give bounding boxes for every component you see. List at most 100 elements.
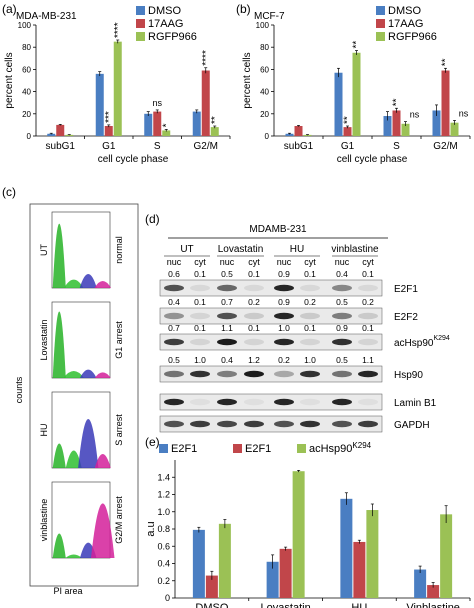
- flow-state-label: G1 arrest: [114, 321, 124, 359]
- y-tick-label: 0: [165, 593, 170, 603]
- histogram-peak: [63, 371, 85, 378]
- histogram-peak: [65, 450, 82, 468]
- blot-strip: [159, 333, 383, 351]
- flow-state-label: normal: [114, 236, 124, 264]
- y-tick-label: 0.8: [157, 524, 170, 534]
- significance-label: ***: [104, 111, 115, 123]
- legend-swatch: [159, 444, 168, 453]
- bar: [205, 575, 218, 598]
- blot-quant-value: 0.6: [168, 269, 180, 279]
- blot-group-label: UT: [180, 244, 193, 255]
- category-label: Lovastatin: [261, 602, 311, 608]
- blot-band: [300, 370, 320, 378]
- blot-strip: [159, 393, 383, 411]
- blot-strip: [159, 415, 383, 433]
- bar: [266, 561, 279, 598]
- bar: [153, 111, 162, 136]
- blot-band: [164, 398, 184, 406]
- blot-band-label: acHsp90K294: [394, 335, 450, 349]
- y-tick-label: 60: [22, 65, 31, 74]
- bar: [201, 70, 210, 136]
- significance-label: *: [161, 123, 172, 127]
- flow-state-label: S arrest: [114, 414, 124, 446]
- significance-label: **: [441, 58, 452, 66]
- y-tick-label: 100: [256, 21, 270, 30]
- histogram-peak: [91, 503, 115, 558]
- blot-quant-value: 1.1: [221, 323, 233, 333]
- blot-band: [274, 312, 294, 320]
- blot-quant-value: 0.1: [194, 269, 206, 279]
- histogram-peak: [52, 533, 66, 558]
- bar: [47, 133, 56, 136]
- flow-frame: [29, 203, 139, 587]
- category-label: G1: [341, 141, 355, 152]
- blot-band: [217, 370, 237, 378]
- chart-title: MDA-MB-231: [16, 11, 77, 22]
- legend-label: DMSO: [388, 5, 421, 17]
- blot-band-label: E2F1: [394, 284, 418, 295]
- bar: [366, 510, 379, 598]
- legend-swatch: [136, 32, 145, 41]
- blot-band: [274, 398, 294, 406]
- blot-band: [190, 370, 210, 378]
- blot-quant-value: 0.2: [304, 297, 316, 307]
- bar: [144, 113, 153, 136]
- bar: [383, 116, 392, 136]
- legend-swatch: [233, 444, 242, 453]
- blot-band: [164, 338, 184, 346]
- bar: [279, 548, 292, 598]
- blot-fraction-label: cyt: [304, 257, 316, 267]
- y-tick-label: 1.0: [157, 507, 170, 517]
- bar: [56, 124, 65, 136]
- histogram-peak: [52, 443, 66, 468]
- flow-state-label: G2/M arrest: [114, 496, 124, 544]
- blot-quant-value: 0.1: [194, 297, 206, 307]
- bar: [334, 72, 343, 136]
- blot-band: [274, 338, 294, 346]
- blot-band: [300, 398, 320, 406]
- blot-strip: [159, 307, 383, 325]
- histogram-peak: [64, 279, 84, 288]
- blot-band: [300, 338, 320, 346]
- y-tick-label: 20: [22, 110, 31, 119]
- y-tick-label: 80: [260, 43, 269, 52]
- flow-xlabel: PI area: [53, 586, 82, 594]
- chart-b: 0 20 40 60 80 100 percent cells subG1 G1 S G2/M ** *…: [242, 5, 471, 165]
- legend-swatch: [376, 32, 385, 41]
- panel-label-b: (b): [236, 2, 251, 16]
- histogram-peak: [52, 311, 66, 378]
- panel-label-d: (d): [145, 212, 160, 226]
- category-label: DMSO: [195, 602, 228, 608]
- legend-label: RGFP966: [388, 31, 437, 43]
- legend-label: E2F1: [171, 443, 197, 455]
- significance-label: **: [210, 116, 221, 124]
- bar: [65, 134, 74, 136]
- blot-quant-value: 0.7: [168, 323, 180, 333]
- blot-band: [244, 284, 264, 292]
- bar: [303, 134, 312, 136]
- blot-band: [244, 312, 264, 320]
- blot-quant-value: 0.5: [336, 355, 348, 365]
- category-label: G1: [102, 141, 116, 152]
- blot-band: [217, 420, 237, 428]
- legend-swatch: [136, 6, 145, 15]
- legend-label: 17AAG: [148, 18, 183, 30]
- legend-swatch: [376, 6, 385, 15]
- bar: [441, 70, 450, 136]
- y-tick-label: 80: [22, 43, 31, 52]
- bar: [353, 541, 366, 598]
- flow-treatment-label: HU: [39, 424, 49, 437]
- legend-swatch: [376, 19, 385, 28]
- bar: [292, 471, 305, 598]
- bar: [95, 73, 104, 136]
- blot-quant-value: 1.0: [194, 355, 206, 365]
- western-blot-panel: MDAMB-231 UT Lovastatin HU vinblastine nuc cy…: [159, 224, 450, 433]
- blot-quant-value: 0.4: [336, 269, 348, 279]
- blot-band: [217, 284, 237, 292]
- y-tick-label: 0.2: [157, 576, 170, 586]
- blot-band: [244, 338, 264, 346]
- chart-title: MCF-7: [254, 11, 285, 22]
- histogram-peak: [94, 454, 111, 468]
- legend-label: DMSO: [148, 5, 181, 17]
